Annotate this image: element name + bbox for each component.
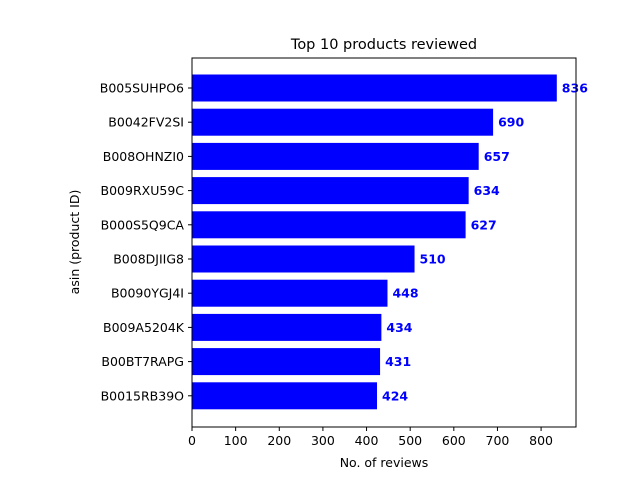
data-label: 634 bbox=[474, 183, 500, 198]
x-tick-label: 700 bbox=[486, 433, 510, 448]
chart-title: Top 10 products reviewed bbox=[290, 37, 477, 53]
y-tick-label: B00BT7RAPG bbox=[101, 354, 184, 369]
x-tick-label: 200 bbox=[267, 433, 291, 448]
bar bbox=[192, 382, 378, 410]
plot-frame bbox=[191, 57, 577, 428]
data-label: 836 bbox=[562, 81, 588, 96]
x-tick-label: 0 bbox=[188, 433, 196, 448]
y-tick-label: B009A5204K bbox=[103, 320, 185, 335]
data-label: 627 bbox=[471, 217, 497, 232]
y-tick-label: B005SUHPO6 bbox=[100, 81, 184, 96]
bar bbox=[192, 74, 557, 102]
x-tick-label: 500 bbox=[398, 433, 422, 448]
bar bbox=[192, 348, 381, 376]
data-label: 690 bbox=[498, 115, 524, 130]
y-tick-label: B0042FV2SI bbox=[108, 115, 184, 130]
bar bbox=[192, 108, 494, 136]
y-tick-label: B0015RB39O bbox=[101, 388, 185, 403]
x-tick-label: 400 bbox=[355, 433, 379, 448]
x-axis-ticks: 0 100 200 300 400 500 600 700 800 bbox=[188, 427, 553, 448]
bar bbox=[192, 177, 469, 205]
y-tick-label: B008OHNZI0 bbox=[103, 149, 184, 164]
y-axis-label: asin (product ID) bbox=[67, 190, 82, 295]
x-tick-label: 300 bbox=[311, 433, 335, 448]
data-label: 431 bbox=[385, 354, 411, 369]
bar bbox=[192, 245, 415, 273]
data-label: 448 bbox=[392, 286, 418, 301]
x-tick-label: 100 bbox=[224, 433, 248, 448]
x-axis-label: No. of reviews bbox=[340, 455, 429, 470]
y-tick-label: B009RXU59C bbox=[101, 183, 185, 198]
data-labels-group: 836 690 657 634 627 510 448 434 431 424 bbox=[382, 81, 588, 404]
y-tick-label: B0090YGJ4I bbox=[111, 286, 184, 301]
y-axis-ticks: B005SUHPO6 B0042FV2SI B008OHNZI0 B009RXU59C… bbox=[100, 81, 192, 403]
x-tick-label: 600 bbox=[442, 433, 466, 448]
y-tick-label: B000S5Q9CA bbox=[101, 217, 185, 232]
bar bbox=[192, 211, 466, 239]
bar bbox=[192, 279, 388, 307]
data-label: 424 bbox=[382, 388, 408, 403]
bar bbox=[192, 142, 479, 170]
bar bbox=[192, 313, 382, 341]
bars-group bbox=[192, 74, 557, 410]
data-label: 657 bbox=[484, 149, 510, 164]
x-tick-label: 800 bbox=[529, 433, 553, 448]
y-tick-label: B008DJIIG8 bbox=[113, 252, 184, 267]
data-label: 510 bbox=[420, 252, 446, 267]
data-label: 434 bbox=[386, 320, 412, 335]
